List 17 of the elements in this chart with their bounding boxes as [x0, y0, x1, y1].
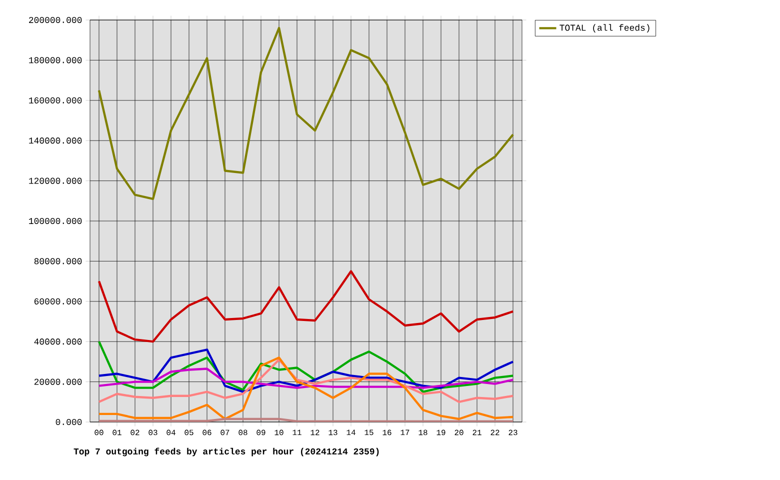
y-tick-label: 100000.000: [29, 218, 82, 224]
y-tick-label: 60000.000: [34, 298, 82, 304]
line-series: [98, 358, 514, 403]
y-tick-label: 0.000: [56, 418, 82, 426]
line-series: [98, 340, 514, 393]
y-tick-label: 160000.000: [29, 97, 82, 104]
y-tick-label: 200000.000: [29, 16, 82, 24]
line-series: [98, 26, 514, 200]
y-tick-label: 40000.000: [34, 338, 82, 345]
line-series: [98, 270, 514, 343]
legend-label: TOTAL (all feeds): [560, 24, 650, 33]
y-tick-label: 80000.000: [34, 258, 82, 264]
y-tick-label: 120000.000: [29, 178, 82, 184]
y-tick-label: 180000.000: [29, 57, 82, 64]
y-tick-label: 20000.000: [34, 378, 82, 385]
y-tick-label: 140000.000: [29, 138, 82, 144]
text: Top 7 outgoing feeds by articles per hour (20241214 2359): [74, 448, 379, 456]
